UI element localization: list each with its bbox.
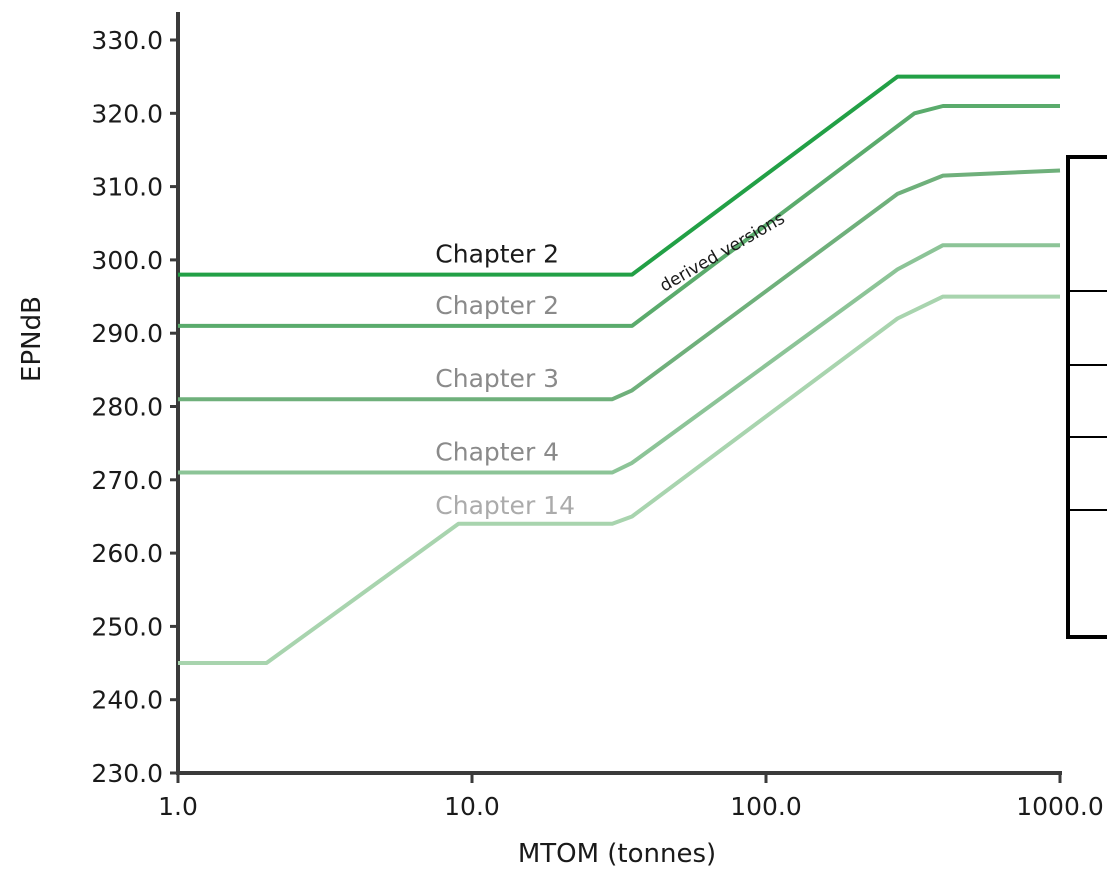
series-line-3 [178,168,1061,402]
series-label-2: Chapter 2 [435,291,559,320]
derived-versions-annotation: derived versions [657,209,789,297]
y-tick-label: 320.0 [91,99,163,128]
y-tick-label: 310.0 [91,173,163,202]
y-tick-label: 250.0 [91,612,163,641]
side-panel-border [1066,155,1107,639]
y-tick-label: 240.0 [91,686,163,715]
x-tick-label: 10.0 [444,792,500,821]
series-label-3: Chapter 3 [435,364,559,393]
series-line-2 [178,104,1060,328]
x-tick-label: 1000.0 [1016,792,1103,821]
x-tick-label: 100.0 [730,792,802,821]
series-line-1 [178,74,1060,277]
y-tick-label: 280.0 [91,393,163,422]
series-label-4: Chapter 4 [435,437,559,466]
y-axis-title: EPNdB [17,296,47,382]
y-tick-label: 330.0 [91,26,163,55]
series-label-5: Chapter 14 [435,491,575,520]
series-line-4 [178,243,1060,475]
y-tick-label: 260.0 [91,539,163,568]
y-tick-label: 270.0 [91,466,163,495]
y-tick-label: 290.0 [91,319,163,348]
y-tick-label: 230.0 [91,759,163,788]
y-tick-label: 300.0 [91,246,163,275]
series-line-5 [178,294,1060,665]
x-tick-label: 1.0 [158,792,198,821]
x-axis-title: MTOM (tonnes) [518,839,716,869]
series-lines [178,74,1061,665]
side-panel [1066,155,1107,639]
series-labels: Chapter 2 Chapter 2 Chapter 3 Chapter 4 Chap… [435,240,575,520]
x-axis-ticks: 1.0 10.0 100.0 1000.0 [158,771,1104,821]
y-axis-ticks: 230.0 240.0 250.0 260.0 270.0 280.0 290.0 300.0… [91,26,180,788]
series-label-1: Chapter 2 [435,240,559,269]
